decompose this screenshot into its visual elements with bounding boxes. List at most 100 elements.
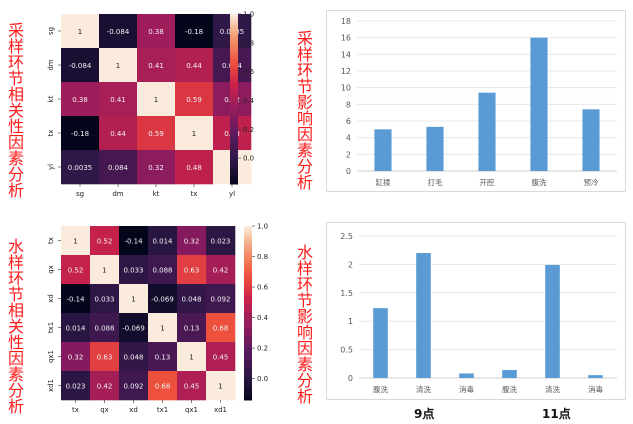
colorbar-segment <box>230 70 238 74</box>
heat-cell-label: 0.52 <box>97 238 113 246</box>
heat-cell <box>137 150 176 185</box>
y-tick-label: 4 <box>346 134 351 143</box>
heat-cell-label: 0.32 <box>68 354 84 362</box>
x-tick-label: 清洗 <box>416 384 431 394</box>
heat-col-label: qx <box>100 406 109 414</box>
heat-cell <box>99 82 138 117</box>
colorbar-segment <box>230 48 238 52</box>
heat-cell-label: 1 <box>73 238 77 246</box>
heat-cell-label: 0.048 <box>123 354 143 362</box>
heat-cell <box>175 48 214 83</box>
heat-cell-label: 0.48 <box>186 164 202 172</box>
heat-cell <box>175 82 214 117</box>
bar2-side-label: 水样环节影响因素分析 <box>294 244 313 404</box>
bar <box>374 129 392 171</box>
colorbar-tick-label: 1.0 <box>257 223 268 231</box>
colorbar-segment <box>244 260 252 265</box>
colorbar-segment <box>244 379 252 384</box>
colorbar-segment <box>244 240 252 244</box>
heat-cell-label: 1 <box>102 267 106 275</box>
colorbar-segment <box>244 371 252 375</box>
colorbar-segment <box>244 324 252 328</box>
colorbar-segment <box>244 336 252 340</box>
colorbar-segment <box>244 318 252 323</box>
heat-cell-label: -0.084 <box>107 28 130 36</box>
heat-cell-label: 0.59 <box>186 96 202 104</box>
heat-row-label: dm <box>47 59 55 70</box>
y-tick-label: 6 <box>346 117 351 126</box>
heat-cell-label: 1 <box>154 96 158 104</box>
x-tick-label: 消毒 <box>459 384 474 394</box>
heat-cell <box>119 342 149 372</box>
heat-cell <box>177 342 207 372</box>
heat-cell-label: 0.033 <box>94 296 114 304</box>
colorbar-segment <box>230 127 238 131</box>
heat-col-label: tx <box>191 190 198 198</box>
bar <box>373 308 388 378</box>
colorbar-segment <box>230 124 238 128</box>
colorbar-segment <box>230 141 238 145</box>
heat-cell <box>61 116 100 151</box>
heat-cell-label: 0.088 <box>152 267 172 275</box>
colorbar-segment <box>230 28 238 32</box>
bar <box>582 109 600 171</box>
heat-cell <box>175 150 214 185</box>
colorbar-segment <box>230 118 238 123</box>
colorbar-segment <box>244 327 252 331</box>
heat-cell <box>61 371 91 401</box>
heat-cell <box>206 313 236 343</box>
heat-cell-label: 1 <box>131 296 135 304</box>
colorbar-segment <box>230 169 238 174</box>
colorbar-segment <box>230 90 238 94</box>
heat-cell-label: 0.44 <box>186 62 202 70</box>
bar <box>530 37 548 172</box>
heat-row-label: sg <box>47 27 55 35</box>
heat-cell <box>148 255 178 285</box>
heat-cell <box>206 255 236 285</box>
heat-row-label: qx1 <box>47 350 55 363</box>
bar <box>478 92 496 171</box>
heat-cell <box>61 48 100 83</box>
heat-cell-label: 0.088 <box>94 325 114 333</box>
colorbar-segment <box>244 278 252 282</box>
bar <box>416 253 431 378</box>
heat-cell <box>90 313 120 343</box>
colorbar-segment <box>244 362 252 366</box>
colorbar-segment <box>244 249 252 253</box>
heat-col-label: yl <box>229 190 235 198</box>
x-tick-label: 清洗 <box>545 384 560 394</box>
heat-cell <box>137 48 176 83</box>
colorbar-segment <box>230 93 238 97</box>
heat-cell-label: 0.023 <box>210 238 230 246</box>
heat-cell-label: 0.023 <box>65 383 85 391</box>
heat-cell-label: 0.13 <box>155 354 171 362</box>
heat-cell-label: 0.45 <box>213 354 229 362</box>
heat-cell <box>90 226 120 256</box>
colorbar-segment <box>230 19 238 23</box>
bar-chart-water: 0 0.5 1 1.5 2 2.5 腹洗 清洗 消毒 腹洗 清洗 消毒 <box>340 232 617 394</box>
heat-cell-label: 0.048 <box>181 296 201 304</box>
heat-cell <box>119 371 149 401</box>
heat-cell <box>90 342 120 372</box>
colorbar-segment <box>230 138 238 142</box>
heat-cell <box>61 226 91 256</box>
colorbar-segment <box>230 175 238 179</box>
heat-row-label: qx <box>47 265 55 274</box>
heat-cell <box>90 371 120 401</box>
colorbar-segment <box>230 39 238 43</box>
colorbar-segment <box>230 101 238 106</box>
colorbar-segment <box>230 14 238 18</box>
heat-cell-label: -0.18 <box>71 130 89 138</box>
bar <box>502 370 517 378</box>
colorbar-segment <box>244 304 252 308</box>
colorbar-segment <box>230 53 238 57</box>
colorbar-segment <box>230 150 238 154</box>
colorbar-segment <box>244 373 252 378</box>
heat-col-label: tx <box>72 406 79 414</box>
colorbar-segment <box>230 96 238 100</box>
x-tick-label: 腹洗 <box>373 384 388 394</box>
colorbar-segment <box>230 59 238 63</box>
colorbar-segment <box>244 286 252 291</box>
x-tick-label: 打毛 <box>428 177 443 187</box>
bar-chart-panel-2: 0 0.5 1 1.5 2 2.5 腹洗 清洗 消毒 腹洗 清洗 消毒 <box>326 222 626 400</box>
